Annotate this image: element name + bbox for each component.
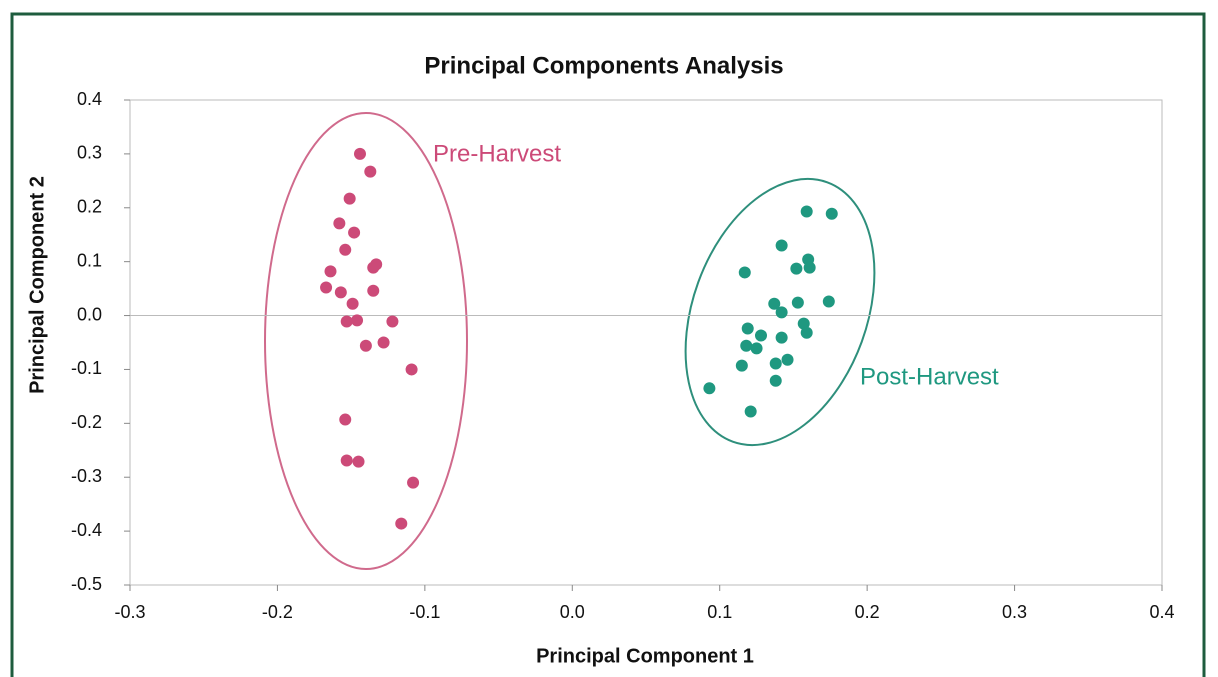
data-point xyxy=(800,205,813,218)
x-tick-label: 0.1 xyxy=(707,602,732,622)
y-tick-label: 0.1 xyxy=(77,250,102,270)
data-point xyxy=(320,281,333,294)
y-tick-label: -0.2 xyxy=(71,412,102,432)
data-point xyxy=(324,265,337,278)
data-point xyxy=(754,329,767,342)
x-tick-label: -0.3 xyxy=(114,602,145,622)
x-tick-label: -0.1 xyxy=(409,602,440,622)
annotation: Post-Harvest xyxy=(860,363,999,390)
data-point xyxy=(359,339,372,352)
data-point xyxy=(407,476,420,489)
x-tick-label: -0.2 xyxy=(262,602,293,622)
x-tick-label: 0.3 xyxy=(1002,602,1027,622)
data-point xyxy=(740,339,753,352)
y-tick-label: -0.5 xyxy=(71,574,102,594)
frame xyxy=(10,12,1206,677)
data-point xyxy=(353,147,366,160)
data-point xyxy=(339,413,352,426)
x-tick-label: 0.2 xyxy=(855,602,880,622)
data-point xyxy=(343,192,356,205)
data-point xyxy=(367,284,380,297)
y-tick-label: 0.3 xyxy=(77,143,102,163)
data-point xyxy=(364,165,377,178)
data-point xyxy=(377,336,390,349)
data-point xyxy=(738,266,751,279)
x-tick-label: 0.4 xyxy=(1149,602,1174,622)
data-point xyxy=(825,207,838,220)
y-tick-label: 0.4 xyxy=(77,89,102,109)
data-point xyxy=(340,454,353,467)
y-tick-label: -0.4 xyxy=(71,520,102,540)
data-point xyxy=(775,239,788,252)
chart-title: Principal Components Analysis xyxy=(424,52,783,79)
data-point xyxy=(367,261,380,274)
data-point xyxy=(797,317,810,330)
data-point xyxy=(405,363,418,376)
data-point xyxy=(334,286,347,299)
data-point xyxy=(395,517,408,530)
data-point xyxy=(340,315,353,328)
data-point xyxy=(791,296,804,309)
data-point xyxy=(822,295,835,308)
data-point xyxy=(348,226,361,239)
data-point xyxy=(781,353,794,366)
plot-area xyxy=(129,99,1163,586)
y-tick-label: -0.1 xyxy=(71,358,102,378)
cluster-ellipse xyxy=(684,177,876,447)
data-point xyxy=(750,342,763,355)
data-point xyxy=(339,243,352,256)
data-point xyxy=(803,261,816,274)
data-point xyxy=(741,322,754,335)
data-point xyxy=(333,217,346,230)
data-point xyxy=(800,326,813,339)
data-point xyxy=(769,357,782,370)
annotation: Pre-Harvest xyxy=(433,140,561,167)
data-point xyxy=(352,455,365,468)
y-tick-label: 0.2 xyxy=(77,197,102,217)
data-point xyxy=(769,374,782,387)
data-point xyxy=(744,405,757,418)
data-point xyxy=(703,382,716,395)
x-axis-label: Principal Component 1 xyxy=(536,645,754,667)
data-point xyxy=(346,297,359,310)
data-point xyxy=(768,297,781,310)
y-tick-label: 0.0 xyxy=(77,304,102,324)
y-axis-label: Principal Component 2 xyxy=(26,176,48,394)
data-point xyxy=(351,314,364,327)
data-point xyxy=(790,262,803,275)
data-point xyxy=(386,315,399,328)
data-point xyxy=(775,331,788,344)
data-point xyxy=(735,359,748,372)
x-tick-label: 0.0 xyxy=(560,602,585,622)
y-tick-label: -0.3 xyxy=(71,466,102,486)
cluster-ellipse xyxy=(264,112,468,570)
data-point xyxy=(775,306,788,319)
